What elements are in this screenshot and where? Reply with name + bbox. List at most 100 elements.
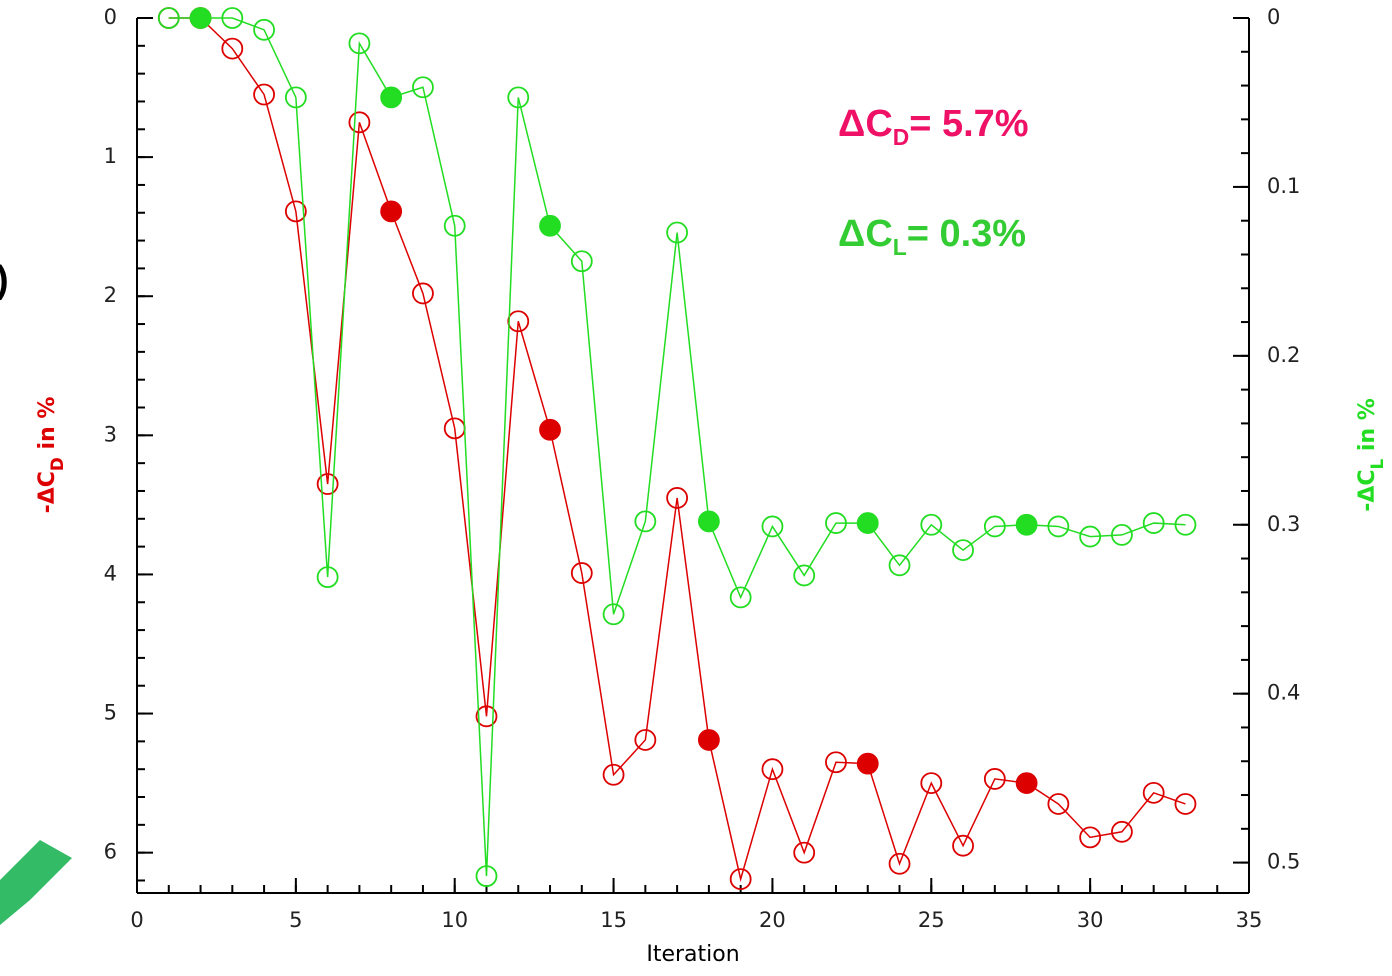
y-tick-label: 1	[104, 144, 117, 168]
marker	[602, 763, 625, 786]
marker	[634, 729, 657, 751]
marker	[1174, 513, 1197, 536]
y2-axis-label-sub: L	[1367, 458, 1387, 469]
marker	[475, 705, 498, 728]
y-tick-label: 3	[104, 422, 117, 446]
marker	[1047, 793, 1070, 815]
series-line	[168, 17, 1186, 877]
marker	[316, 566, 339, 589]
marker	[1079, 525, 1102, 548]
y-axis-label-rest: in %	[35, 397, 60, 458]
marker	[983, 768, 1006, 790]
marker	[221, 37, 244, 60]
marker	[443, 214, 466, 237]
annotation-sub: L	[893, 234, 907, 260]
y2-tick-label: 0.4	[1267, 681, 1300, 705]
decoration	[0, 840, 72, 925]
marker	[697, 510, 720, 533]
marker	[920, 513, 943, 536]
marker	[221, 7, 244, 29]
annotation: ΔCL= 0.3%	[838, 213, 1026, 260]
marker	[380, 200, 403, 223]
y-tick-label: 0	[104, 5, 117, 29]
marker	[539, 214, 561, 237]
marker	[697, 729, 720, 751]
y2-axis-label-main: -ΔC	[1355, 469, 1380, 511]
x-tick-label: 5	[289, 908, 302, 932]
marker	[761, 515, 784, 538]
y2-axis-label-rest: in %	[1355, 398, 1380, 459]
y-tick-label: 2	[104, 283, 117, 307]
marker	[920, 772, 943, 795]
x-tick-label: 15	[600, 908, 627, 932]
marker	[1142, 781, 1165, 804]
marker	[189, 7, 212, 29]
marker	[475, 865, 498, 888]
annotation: ΔCD= 5.7%	[838, 103, 1029, 150]
y2-tick-label: 0.5	[1267, 850, 1300, 874]
marker	[1047, 515, 1070, 538]
x-tick-label: 30	[1077, 908, 1104, 932]
x-tick-label: 25	[918, 908, 945, 932]
y-axis-label-main: -ΔC	[35, 471, 60, 513]
marker	[412, 76, 434, 99]
marker	[666, 221, 689, 244]
marker	[952, 539, 974, 561]
annotation-main: ΔC	[838, 103, 893, 145]
marker	[348, 32, 371, 55]
marker	[729, 586, 752, 609]
marker	[1079, 826, 1102, 849]
marker	[539, 418, 561, 441]
marker	[253, 83, 275, 106]
y-tick-label: 5	[104, 701, 117, 725]
x-tick-label: 35	[1236, 908, 1263, 932]
marker	[412, 282, 434, 305]
marker	[316, 473, 339, 495]
y-axis-label-sub: D	[47, 457, 67, 471]
marker	[666, 487, 689, 509]
marker	[1174, 793, 1197, 815]
marker	[1111, 820, 1133, 843]
marker	[1015, 772, 1038, 795]
marker	[507, 310, 530, 333]
marker	[793, 841, 816, 864]
y-tick-label: 6	[104, 840, 117, 864]
marker	[602, 603, 625, 626]
series-line	[168, 17, 1186, 883]
marker	[634, 510, 657, 533]
marker	[888, 852, 911, 875]
x-tick-label: 20	[759, 908, 786, 932]
marker	[761, 758, 784, 781]
y-axis-label: -ΔCD in %	[35, 397, 67, 514]
annotation-sub: D	[893, 124, 909, 150]
marker	[856, 752, 879, 775]
marker	[793, 564, 816, 587]
y2-tick-label: 0.3	[1267, 512, 1300, 536]
marker	[570, 562, 593, 584]
marker	[507, 86, 530, 109]
marker	[570, 250, 593, 273]
marker	[284, 86, 307, 109]
marker	[888, 554, 911, 577]
marker	[825, 512, 847, 534]
y2-axis-label: -ΔCL in %	[1355, 398, 1387, 512]
marker	[983, 515, 1006, 538]
y2-tick-label: 0.2	[1267, 343, 1300, 367]
annotation-rest: = 5.7%	[909, 103, 1028, 145]
fragment: )	[0, 259, 9, 301]
marker	[825, 751, 847, 774]
y-tick-label: 4	[104, 561, 117, 585]
y2-tick-label: 0	[1267, 5, 1280, 29]
marker	[1111, 523, 1133, 546]
marker	[284, 200, 307, 223]
marker	[1015, 513, 1038, 536]
annotation-main: ΔC	[838, 213, 893, 255]
marker	[729, 868, 752, 890]
marker	[253, 18, 275, 41]
marker	[157, 7, 180, 29]
marker	[380, 86, 403, 109]
marker	[952, 834, 974, 857]
y2-tick-label: 0.1	[1267, 174, 1300, 198]
x-tick-label: 10	[441, 908, 468, 932]
